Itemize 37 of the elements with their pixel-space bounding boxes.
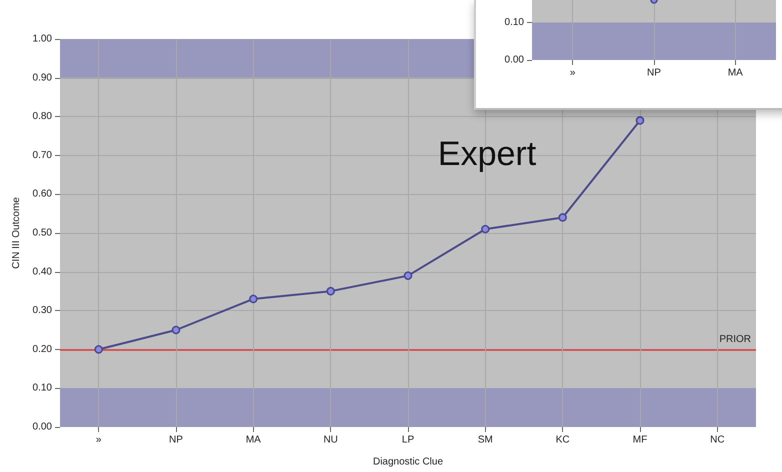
x-tick-label: MF xyxy=(632,434,648,446)
point xyxy=(249,294,258,304)
x-tick-label: SM xyxy=(478,434,493,446)
y-tick-label: 0.00 xyxy=(32,422,52,432)
x-tick-label: NP xyxy=(647,68,662,78)
x-tick-label: » xyxy=(570,68,576,78)
y-tick-label: 0.20 xyxy=(32,344,52,355)
y-axis-title: CIN III Outcome xyxy=(11,196,22,269)
y-tick-label: 0.50 xyxy=(32,228,52,238)
point xyxy=(326,286,335,296)
y-tick-label: 1.00 xyxy=(32,34,52,44)
x-tick-label: MA xyxy=(728,68,744,78)
point xyxy=(172,326,180,334)
y-tick-label: 0.90 xyxy=(32,72,52,84)
point xyxy=(94,345,103,354)
point xyxy=(558,213,567,222)
x-tick-label: LP xyxy=(402,434,414,446)
x-tick-label: NC xyxy=(710,434,725,446)
x-tick-label: KC xyxy=(556,434,570,446)
annotation: Expert xyxy=(438,134,537,173)
y-tick-label: 0.10 xyxy=(32,382,52,394)
x-axis-title: Diagnostic Clue xyxy=(372,456,444,468)
point xyxy=(481,224,490,234)
point xyxy=(636,116,644,125)
y-tick-label: 0.10 xyxy=(504,17,524,28)
x-tick-label: NU xyxy=(323,434,338,446)
y-tick-label: 0.80 xyxy=(32,111,52,122)
y-tick-label: 0.30 xyxy=(32,305,52,316)
y-tick-label: 0.70 xyxy=(32,150,52,161)
x-tick-label: MA xyxy=(246,434,262,446)
point xyxy=(404,271,412,280)
y-tick-label: 0.60 xyxy=(32,188,52,200)
x-tick-label: NP xyxy=(169,434,184,446)
y-tick-label: 0.40 xyxy=(32,266,52,278)
x-tick-label: » xyxy=(96,434,102,446)
y-tick-label: 0.00 xyxy=(504,54,524,66)
ref-line-label: PRIOR xyxy=(719,334,751,345)
